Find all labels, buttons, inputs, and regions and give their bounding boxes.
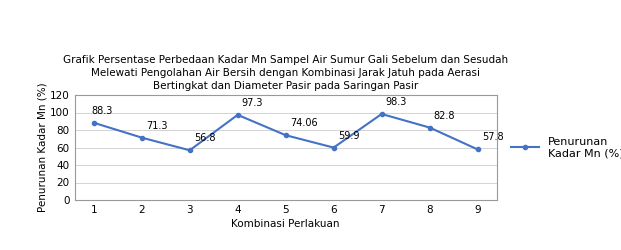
- Penurunan
Kadar Mn (%): [474, 148, 481, 151]
- Text: 59.9: 59.9: [338, 131, 360, 141]
- Text: 74.06: 74.06: [290, 118, 317, 128]
- Penurunan
Kadar Mn (%): [186, 149, 193, 152]
- Legend: Penurunan
Kadar Mn (%): Penurunan Kadar Mn (%): [507, 132, 621, 163]
- Penurunan
Kadar Mn (%): [234, 113, 242, 116]
- Penurunan
Kadar Mn (%): [138, 136, 145, 139]
- Penurunan
Kadar Mn (%): [426, 126, 433, 129]
- Text: 82.8: 82.8: [434, 110, 455, 120]
- Line: Penurunan
Kadar Mn (%): Penurunan Kadar Mn (%): [92, 112, 479, 152]
- Text: 71.3: 71.3: [146, 121, 168, 131]
- Text: 56.8: 56.8: [194, 133, 215, 143]
- Y-axis label: Penurunan Kadar Mn (%): Penurunan Kadar Mn (%): [37, 83, 47, 212]
- Penurunan
Kadar Mn (%): [90, 121, 97, 124]
- Title: Grafik Persentase Perbedaan Kadar Mn Sampel Air Sumur Gali Sebelum dan Sesudah
M: Grafik Persentase Perbedaan Kadar Mn Sam…: [63, 55, 508, 92]
- X-axis label: Kombinasi Perlakuan: Kombinasi Perlakuan: [232, 219, 340, 229]
- Text: 98.3: 98.3: [386, 97, 407, 107]
- Penurunan
Kadar Mn (%): [330, 146, 337, 149]
- Text: 57.8: 57.8: [482, 132, 504, 142]
- Text: 97.3: 97.3: [242, 98, 263, 108]
- Penurunan
Kadar Mn (%): [378, 112, 386, 116]
- Text: 88.3: 88.3: [91, 106, 112, 116]
- Penurunan
Kadar Mn (%): [282, 134, 289, 137]
